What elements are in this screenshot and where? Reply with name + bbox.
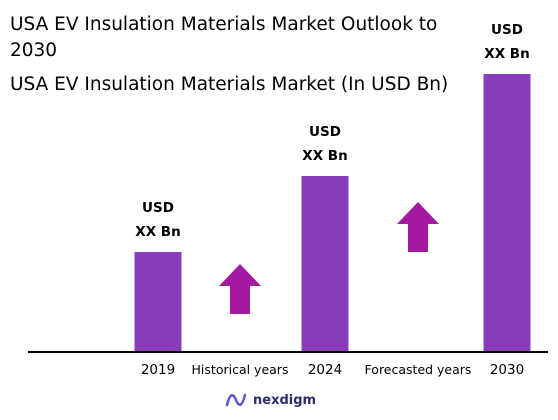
up-arrow-icon [397, 202, 439, 252]
up-arrow-icon [219, 264, 261, 314]
nexdigm-logo-icon [225, 393, 247, 407]
bar-2024 [301, 176, 349, 352]
value-label-2019: USD [142, 200, 174, 216]
value-label-2024: USD [309, 124, 341, 140]
chart-title: USA EV Insulation Materials Market Outlo… [10, 14, 438, 61]
annotation-label: Historical years [192, 362, 289, 377]
value-label-2019: XX Bn [135, 224, 180, 240]
value-label-2030: XX Bn [484, 46, 529, 62]
value-label-2030: USD [491, 22, 523, 38]
bar-2030 [483, 74, 531, 352]
x-tick-2024: 2024 [308, 362, 342, 378]
x-tick-2030: 2030 [490, 362, 524, 378]
bar-2019 [134, 252, 182, 352]
annotation-label: Forecasted years [365, 362, 472, 377]
chart-subtitle: USA EV Insulation Materials Market (In U… [10, 74, 449, 95]
brand-logo: nexdigm [225, 388, 316, 412]
x-tick-2019: 2019 [141, 362, 175, 378]
brand-name: nexdigm [253, 392, 317, 408]
value-label-2024: XX Bn [302, 148, 347, 164]
